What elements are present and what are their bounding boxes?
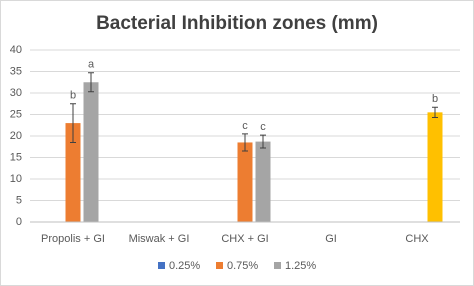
y-tick-label: 0	[16, 216, 22, 228]
significance-letter: b	[432, 93, 438, 105]
x-tick-label: Miswak + GI	[129, 233, 190, 245]
y-tick-label: 15	[10, 151, 22, 163]
x-tick-label: GI	[325, 233, 337, 245]
chart-title: Bacterial Inhibition zones (mm)	[96, 13, 378, 34]
bar	[255, 141, 271, 222]
legend-label: 0.75%	[227, 260, 258, 272]
y-tick-label: 35	[10, 65, 22, 77]
bar	[65, 123, 81, 222]
legend-label: 1.25%	[285, 260, 316, 272]
bar	[83, 82, 99, 222]
significance-letter: b	[70, 90, 76, 102]
y-tick-label: 40	[10, 44, 22, 56]
significance-letter: c	[260, 121, 266, 133]
y-tick-label: 20	[10, 130, 22, 142]
y-tick-label: 5	[16, 194, 22, 206]
error-bar	[70, 103, 76, 143]
legend-swatch	[216, 262, 223, 269]
error-bar	[432, 106, 438, 119]
legend-swatch	[158, 262, 165, 269]
bar	[427, 112, 443, 222]
legend-label: 0.25%	[169, 260, 200, 272]
x-tick-label: CHX + GI	[221, 233, 268, 245]
y-tick-label: 25	[10, 108, 22, 120]
bar	[237, 142, 253, 222]
y-tick-label: 10	[10, 173, 22, 185]
x-tick-label: CHX	[405, 233, 429, 245]
error-bar	[88, 72, 94, 93]
legend-swatch	[274, 262, 281, 269]
error-bar	[260, 134, 266, 149]
significance-letter: c	[242, 120, 248, 132]
error-bar	[242, 133, 248, 152]
x-tick-label: Propolis + GI	[41, 233, 105, 245]
y-tick-label: 30	[10, 87, 22, 99]
significance-letter: a	[88, 59, 95, 71]
